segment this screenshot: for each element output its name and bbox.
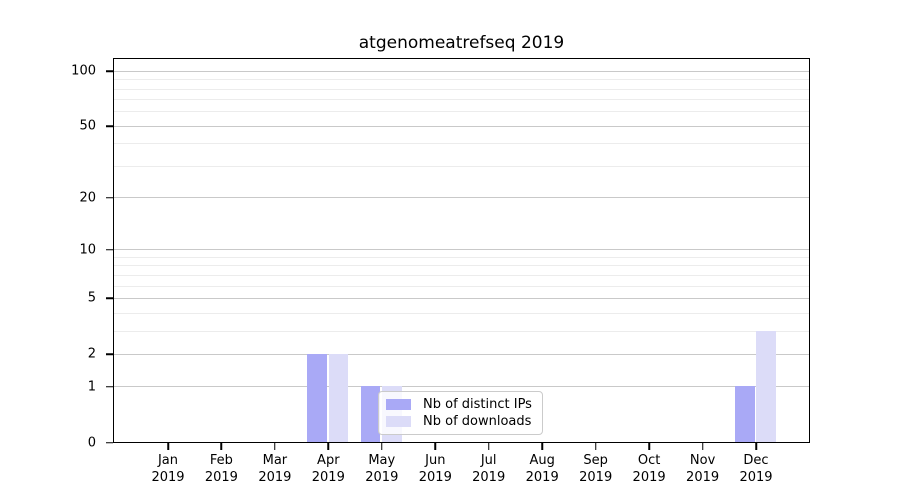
y-tick-0 <box>106 441 113 444</box>
chart-title: atgenomeatrefseq 2019 <box>358 33 565 53</box>
legend-label-downloads: Nb of downloads <box>423 414 532 429</box>
major-gridline-5 <box>114 297 809 299</box>
legend-item-distinct-ips: Nb of distinct IPs <box>386 397 535 412</box>
x-tick-label-aug: Aug 2019 <box>525 453 559 485</box>
x-tick-label-jul: Jul 2019 <box>472 453 506 485</box>
x-tick-feb <box>220 443 223 450</box>
y-tick-5 <box>106 297 113 300</box>
y-tick-label-0: 0 <box>87 435 96 450</box>
y-axis: 0 1 2 5 10 20 50 100 <box>0 58 113 450</box>
x-tick-label-apr: Apr 2019 <box>311 453 345 485</box>
x-axis: Jan 2019 Feb 2019 Mar 2019 Apr 2019 May 2019 Jun 20… <box>113 443 810 500</box>
bar-nb-of-downloads-dec <box>756 330 777 442</box>
plot-area: Nb of distinct IPs Nb of downloads <box>113 58 810 443</box>
grid-layer <box>114 59 809 442</box>
minor-gridline-8 <box>114 265 809 267</box>
x-tick-oct <box>648 443 650 450</box>
minor-gridline-70 <box>114 99 809 101</box>
y-tick-label-1: 1 <box>87 379 96 395</box>
x-tick-label-jan: Jan 2019 <box>151 453 185 485</box>
legend-swatch <box>386 399 411 410</box>
x-tick-label-mar: Mar 2019 <box>258 453 292 485</box>
y-tick-50 <box>106 125 113 128</box>
y-tick-label-20: 20 <box>79 190 96 206</box>
y-tick-label-5: 5 <box>87 290 96 306</box>
bar-nb-of-distinct-ips-may <box>360 386 381 442</box>
x-tick-jan <box>167 443 169 450</box>
x-tick-mar <box>274 443 276 450</box>
x-tick-apr <box>327 443 330 450</box>
x-tick-label-jun: Jun 2019 <box>418 453 452 485</box>
legend-item-downloads: Nb of downloads <box>386 414 535 429</box>
legend-label-distinct-ips: Nb of distinct IPs <box>423 397 532 412</box>
x-tick-label-nov: Nov 2019 <box>686 453 720 485</box>
x-tick-label-may: May 2019 <box>365 453 399 485</box>
major-gridline-20 <box>114 197 809 199</box>
bar-nb-of-downloads-apr <box>328 353 349 442</box>
minor-gridline-30 <box>114 165 809 167</box>
y-tick-2 <box>106 353 113 355</box>
y-tick-label-2: 2 <box>87 346 96 362</box>
major-gridline-100 <box>114 70 809 72</box>
x-tick-label-feb: Feb 2019 <box>204 453 238 485</box>
x-tick-label-oct: Oct 2019 <box>632 453 666 485</box>
minor-gridline-80 <box>114 88 809 90</box>
major-gridline-50 <box>114 125 809 127</box>
x-tick-sep <box>594 443 597 450</box>
bars-layer <box>114 59 809 442</box>
minor-gridline-7 <box>114 274 809 276</box>
y-tick-1 <box>106 386 113 388</box>
minor-gridline-40 <box>114 143 809 145</box>
bar-nb-of-distinct-ips-apr <box>307 353 328 442</box>
minor-gridline-9 <box>114 256 809 258</box>
major-gridline-1 <box>114 386 809 388</box>
minor-gridline-60 <box>114 111 809 113</box>
minor-gridline-90 <box>114 79 809 81</box>
legend: Nb of distinct IPs Nb of downloads <box>378 391 543 435</box>
x-tick-may <box>381 443 383 450</box>
y-tick-label-10: 10 <box>79 242 96 258</box>
y-tick-10 <box>106 248 113 251</box>
minor-gridline-3 <box>114 330 809 332</box>
major-gridline-2 <box>114 353 809 355</box>
x-tick-label-dec: Dec 2019 <box>739 453 773 485</box>
major-gridline-10 <box>114 249 809 251</box>
x-tick-label-sep: Sep 2019 <box>579 453 613 485</box>
x-tick-jun <box>434 443 437 450</box>
y-tick-100 <box>106 70 113 73</box>
legend-swatch <box>386 416 411 427</box>
minor-gridline-6 <box>114 285 809 287</box>
bar-nb-of-distinct-ips-dec <box>735 386 755 442</box>
y-tick-20 <box>106 196 113 199</box>
x-tick-jul <box>487 443 490 450</box>
minor-gridline-4 <box>114 312 809 314</box>
x-tick-dec <box>755 443 757 450</box>
y-tick-label-100: 100 <box>71 63 96 79</box>
x-tick-nov <box>701 443 704 450</box>
y-tick-label-50: 50 <box>79 118 96 134</box>
x-tick-aug <box>541 443 543 450</box>
